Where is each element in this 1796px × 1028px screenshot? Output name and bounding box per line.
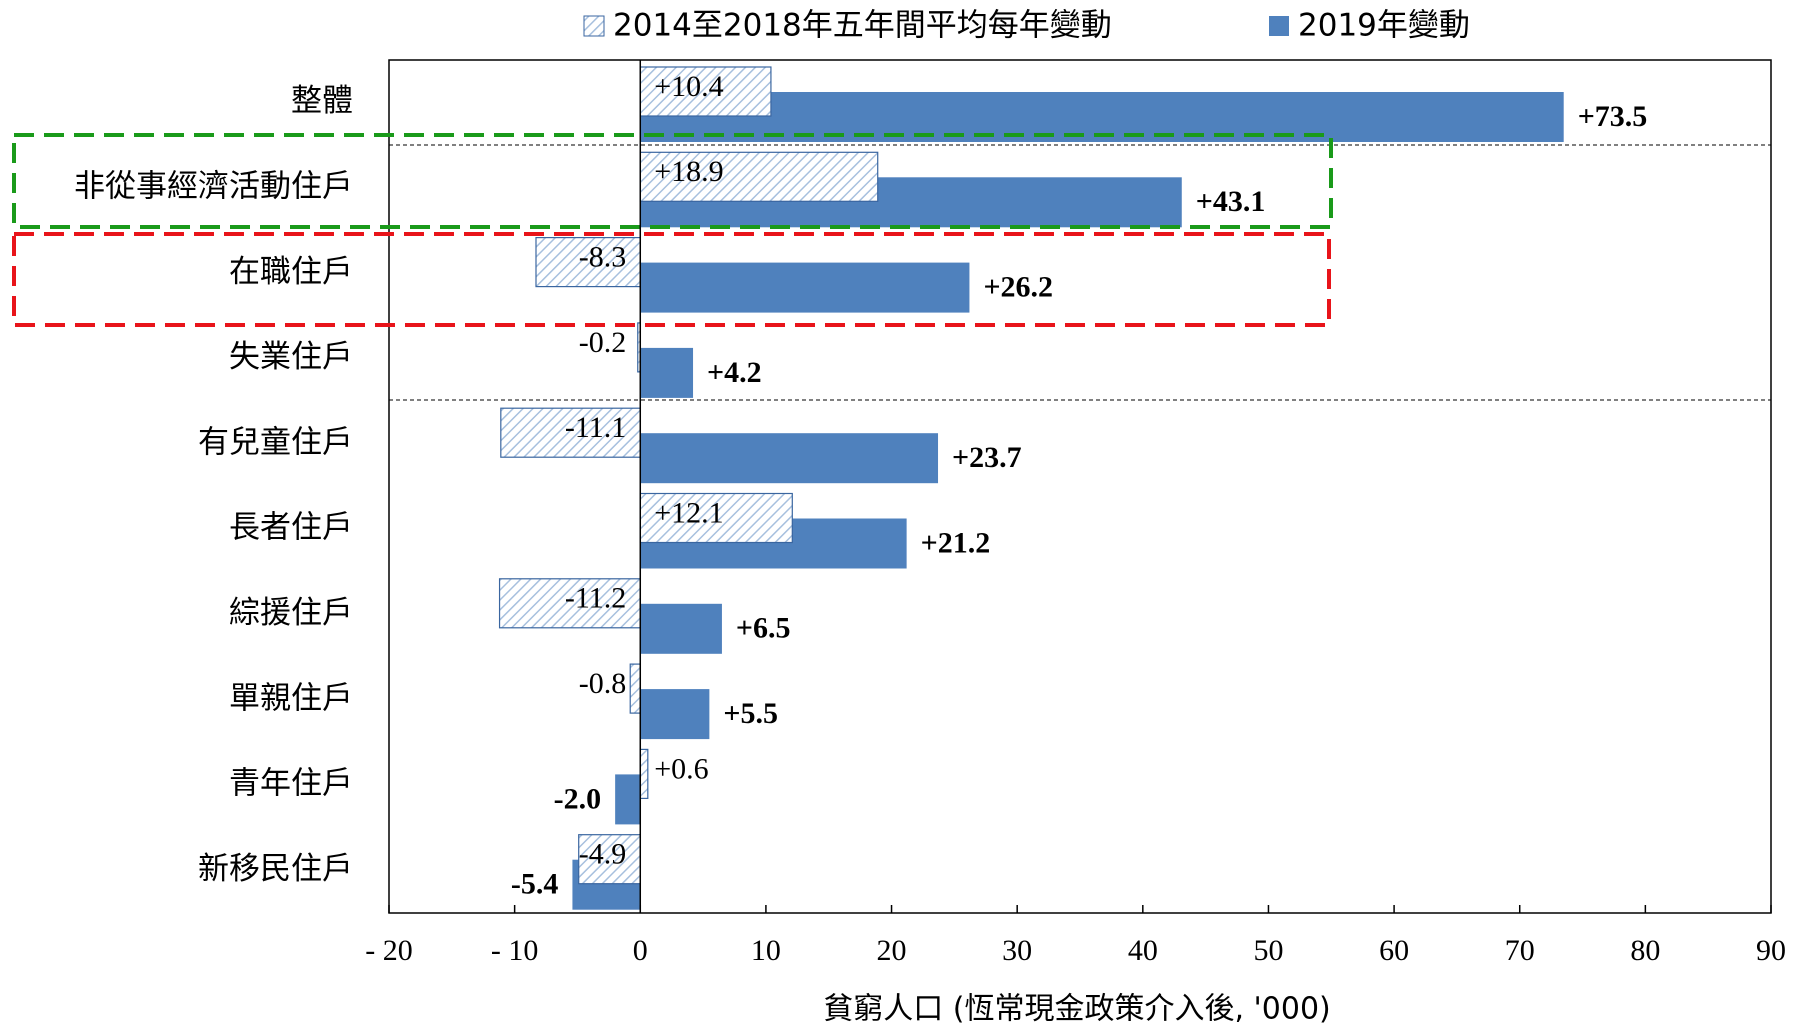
x-tick-label: 60 xyxy=(1379,934,1409,967)
x-tick-label: 50 xyxy=(1253,934,1283,967)
value-label: +5.5 xyxy=(723,697,778,730)
bar xyxy=(640,689,710,740)
category-label: 有兒童住戶 xyxy=(198,424,353,460)
x-tick-label: 30 xyxy=(1002,934,1032,967)
x-tick-label: 0 xyxy=(633,934,648,967)
value-label: +23.7 xyxy=(952,441,1022,474)
value-label: -0.8 xyxy=(579,667,627,700)
value-label: +12.1 xyxy=(654,496,723,529)
bar xyxy=(640,347,694,398)
x-tick-label: - 10 xyxy=(491,934,539,967)
bar-hatched xyxy=(639,492,793,544)
category-label: 整體 xyxy=(291,83,353,119)
x-tick-label: 10 xyxy=(751,934,781,967)
x-tick-label: - 20 xyxy=(365,934,413,967)
plot-frame xyxy=(388,59,1772,914)
category-label: 在職住戶 xyxy=(229,254,353,290)
value-label: +4.2 xyxy=(707,356,762,389)
category-label: 長者住戶 xyxy=(229,510,353,546)
value-label: -8.3 xyxy=(579,240,627,273)
bar xyxy=(640,262,970,313)
value-label: +21.2 xyxy=(921,526,991,559)
legend-label: 2014至2018年五年間平均每年變動 xyxy=(613,8,1112,44)
category-label: 新移民住戶 xyxy=(198,851,353,887)
category-label: 單親住戶 xyxy=(229,680,353,716)
bar xyxy=(640,603,722,654)
bar xyxy=(640,433,939,484)
x-tick-label: 40 xyxy=(1128,934,1158,967)
x-tick-label: 80 xyxy=(1630,934,1660,967)
highlight-box xyxy=(12,133,1333,229)
x-tick-label: 90 xyxy=(1756,934,1786,967)
legend-swatch xyxy=(583,15,605,37)
value-label: -11.2 xyxy=(565,582,626,615)
legend-swatch xyxy=(1269,16,1289,36)
value-label: +10.4 xyxy=(654,70,723,103)
x-tick-label: 70 xyxy=(1505,934,1535,967)
x-tick-label: 20 xyxy=(877,934,907,967)
bar-hatched xyxy=(639,748,649,800)
value-label: +26.2 xyxy=(983,270,1053,303)
value-label: +18.9 xyxy=(654,155,723,188)
bar xyxy=(615,774,641,825)
bar-hatched xyxy=(535,237,641,288)
x-axis-title: 貧窮人口 (恆常現金政策介入後, '000) xyxy=(823,992,1331,1027)
category-label: 青年住戶 xyxy=(229,766,353,802)
category-label: 失業住戶 xyxy=(229,339,353,375)
category-label: 綜援住戶 xyxy=(229,595,353,631)
value-label: +0.6 xyxy=(654,752,708,785)
highlight-box xyxy=(12,232,1331,327)
bar-hatched xyxy=(500,407,641,458)
bar-hatched xyxy=(639,66,772,117)
value-label: -4.9 xyxy=(579,838,627,871)
legend-label: 2019年變動 xyxy=(1298,8,1470,44)
bar-hatched xyxy=(639,151,879,202)
category-label: 非從事經濟活動住戶 xyxy=(74,168,353,204)
bar-hatched xyxy=(629,663,641,714)
value-label: -11.1 xyxy=(565,411,626,444)
value-label: +43.1 xyxy=(1196,185,1266,218)
bar-hatched xyxy=(578,834,641,885)
value-label: +6.5 xyxy=(736,612,791,645)
value-label: -5.4 xyxy=(511,868,559,901)
value-label: +73.5 xyxy=(1578,100,1648,133)
value-label: -0.2 xyxy=(579,326,627,359)
value-label: -2.0 xyxy=(554,782,602,815)
